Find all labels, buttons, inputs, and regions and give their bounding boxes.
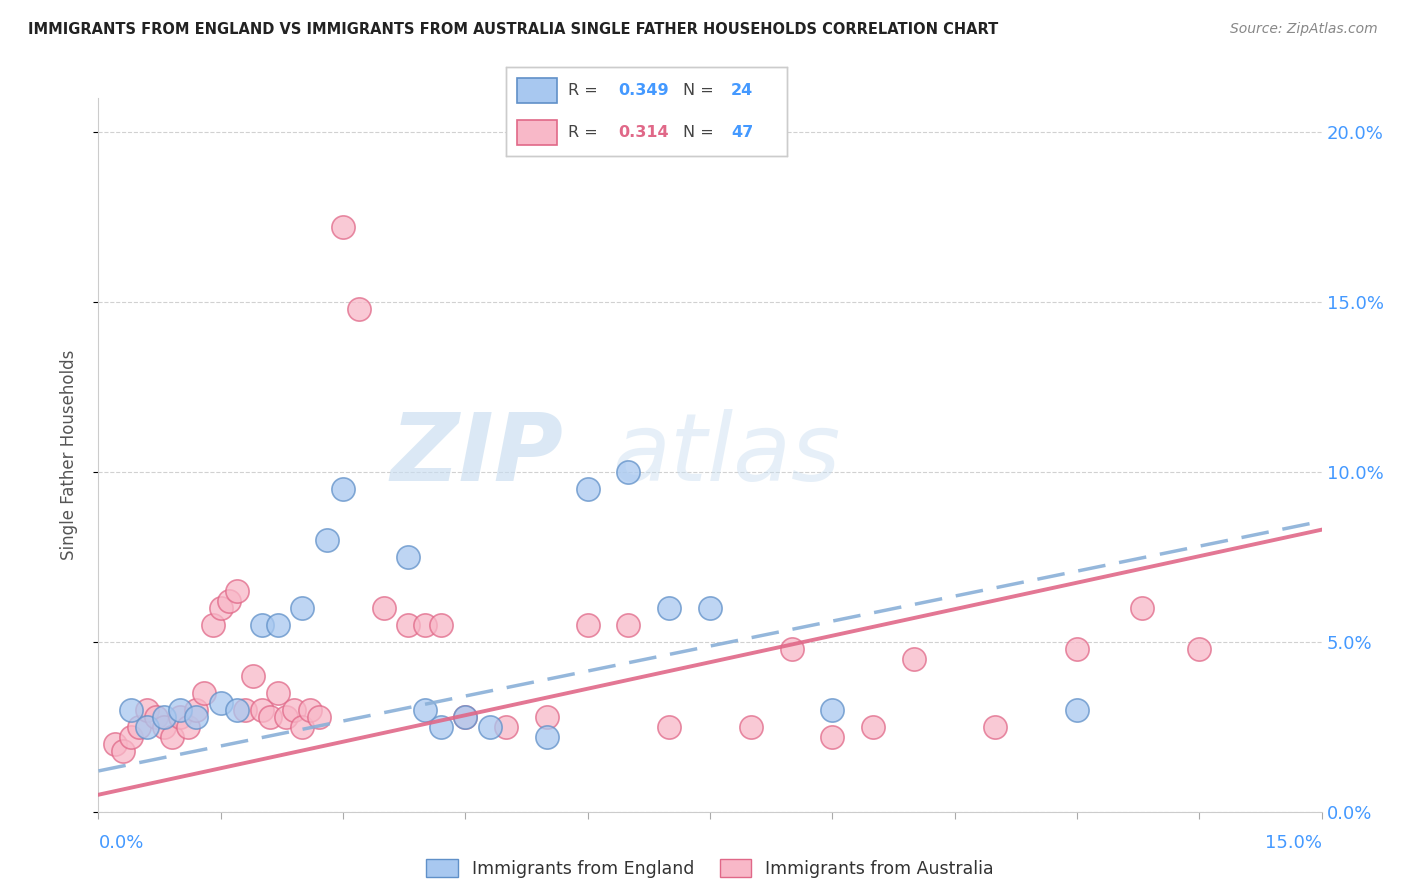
Point [186, 709, 208, 723]
Point [478, 720, 501, 734]
Point [120, 730, 142, 744]
Point [186, 703, 208, 717]
Point [226, 583, 249, 598]
Point [332, 482, 354, 496]
Point [413, 703, 436, 717]
Point [274, 709, 297, 723]
Point [136, 703, 159, 717]
Point [454, 709, 477, 723]
Point [413, 617, 436, 632]
Point [283, 703, 305, 717]
Text: 0.0%: 0.0% [98, 834, 143, 852]
Point [242, 669, 264, 683]
Point [193, 686, 215, 700]
Point [104, 737, 127, 751]
Point [984, 720, 1007, 734]
Point [396, 617, 419, 632]
Point [145, 709, 167, 723]
Y-axis label: Single Father Households: Single Father Households [59, 350, 77, 560]
Point [250, 617, 273, 632]
Point [160, 730, 183, 744]
Point [128, 720, 150, 734]
Text: Source: ZipAtlas.com: Source: ZipAtlas.com [1230, 22, 1378, 37]
Text: IMMIGRANTS FROM ENGLAND VS IMMIGRANTS FROM AUSTRALIA SINGLE FATHER HOUSEHOLDS CO: IMMIGRANTS FROM ENGLAND VS IMMIGRANTS FR… [28, 22, 998, 37]
Text: ZIP: ZIP [391, 409, 564, 501]
Point [111, 743, 134, 757]
Point [267, 686, 290, 700]
Text: 0.349: 0.349 [619, 83, 669, 97]
Point [536, 709, 558, 723]
Point [495, 720, 517, 734]
Text: N =: N = [683, 126, 720, 140]
Point [201, 617, 224, 632]
Legend: Immigrants from England, Immigrants from Australia: Immigrants from England, Immigrants from… [419, 853, 1001, 885]
Point [291, 600, 314, 615]
Point [396, 549, 419, 564]
Point [332, 220, 354, 235]
Point [169, 703, 191, 717]
Point [430, 617, 453, 632]
Point [1130, 600, 1153, 615]
Point [740, 720, 762, 734]
Point [169, 709, 191, 723]
Point [136, 720, 159, 734]
Bar [517, 78, 557, 103]
Point [658, 600, 681, 615]
Point [152, 709, 174, 723]
Point [454, 709, 477, 723]
Point [177, 720, 200, 734]
Point [1066, 641, 1088, 656]
Point [120, 703, 142, 717]
Point [299, 703, 322, 717]
Text: atlas: atlas [612, 409, 841, 500]
Text: 24: 24 [731, 83, 754, 97]
Point [349, 301, 371, 316]
Point [430, 720, 453, 734]
Point [699, 600, 721, 615]
Text: 47: 47 [731, 126, 754, 140]
Point [267, 617, 290, 632]
Point [658, 720, 681, 734]
Point [903, 652, 925, 666]
Point [291, 720, 314, 734]
Point [250, 703, 273, 717]
Point [315, 533, 337, 547]
Point [373, 600, 395, 615]
Bar [517, 120, 557, 145]
Text: 15.0%: 15.0% [1264, 834, 1322, 852]
Point [821, 730, 844, 744]
Point [576, 482, 599, 496]
Text: 0.314: 0.314 [619, 126, 669, 140]
Point [576, 617, 599, 632]
Point [218, 594, 240, 608]
Point [152, 720, 174, 734]
Point [617, 617, 640, 632]
Text: N =: N = [683, 83, 720, 97]
Point [1066, 703, 1088, 717]
Point [617, 465, 640, 479]
Point [821, 703, 844, 717]
Point [308, 709, 330, 723]
Point [209, 600, 232, 615]
Point [233, 703, 256, 717]
Point [226, 703, 249, 717]
Point [862, 720, 884, 734]
Point [1188, 641, 1211, 656]
Text: R =: R = [568, 83, 603, 97]
Point [259, 709, 281, 723]
Text: R =: R = [568, 126, 603, 140]
Point [209, 696, 232, 710]
Point [536, 730, 558, 744]
Point [780, 641, 803, 656]
